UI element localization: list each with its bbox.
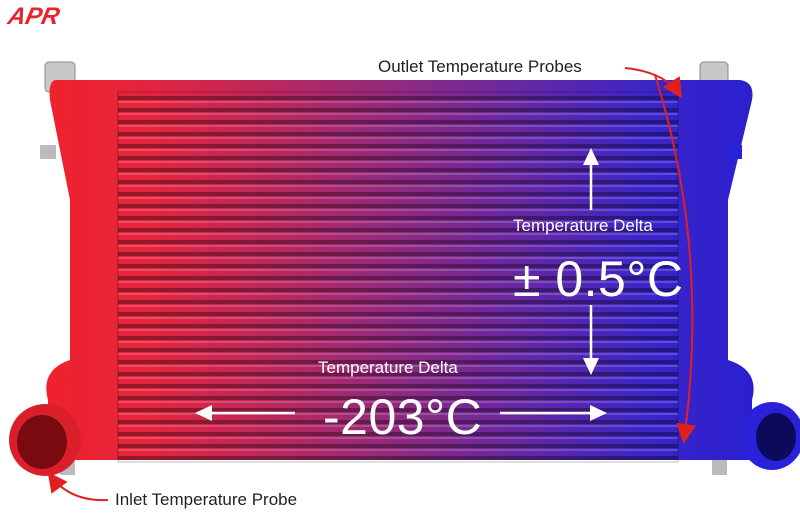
inlet-pipe: [9, 404, 81, 476]
horizontal-delta-value: -203°C: [323, 389, 483, 445]
horizontal-delta-label: Temperature Delta: [318, 358, 458, 377]
outlet-pipe: [728, 145, 800, 470]
inlet-probe-label: Inlet Temperature Probe: [115, 490, 298, 509]
vertical-delta-label: Temperature Delta: [513, 216, 653, 235]
outlet-probe-arrow-long: [654, 74, 697, 444]
apr-logo: APR: [5, 3, 63, 30]
vertical-delta-arrow: [583, 148, 599, 375]
horizontal-delta-arrow: [195, 405, 607, 421]
outlet-probes-label: Outlet Temperature Probes: [378, 57, 582, 76]
vertical-delta-value: ± 0.5°C: [513, 251, 684, 307]
outlet-probe-arrow-short: [624, 67, 683, 99]
intercooler-core-fins: [118, 92, 678, 462]
inlet-probe-arrow: [47, 471, 109, 502]
